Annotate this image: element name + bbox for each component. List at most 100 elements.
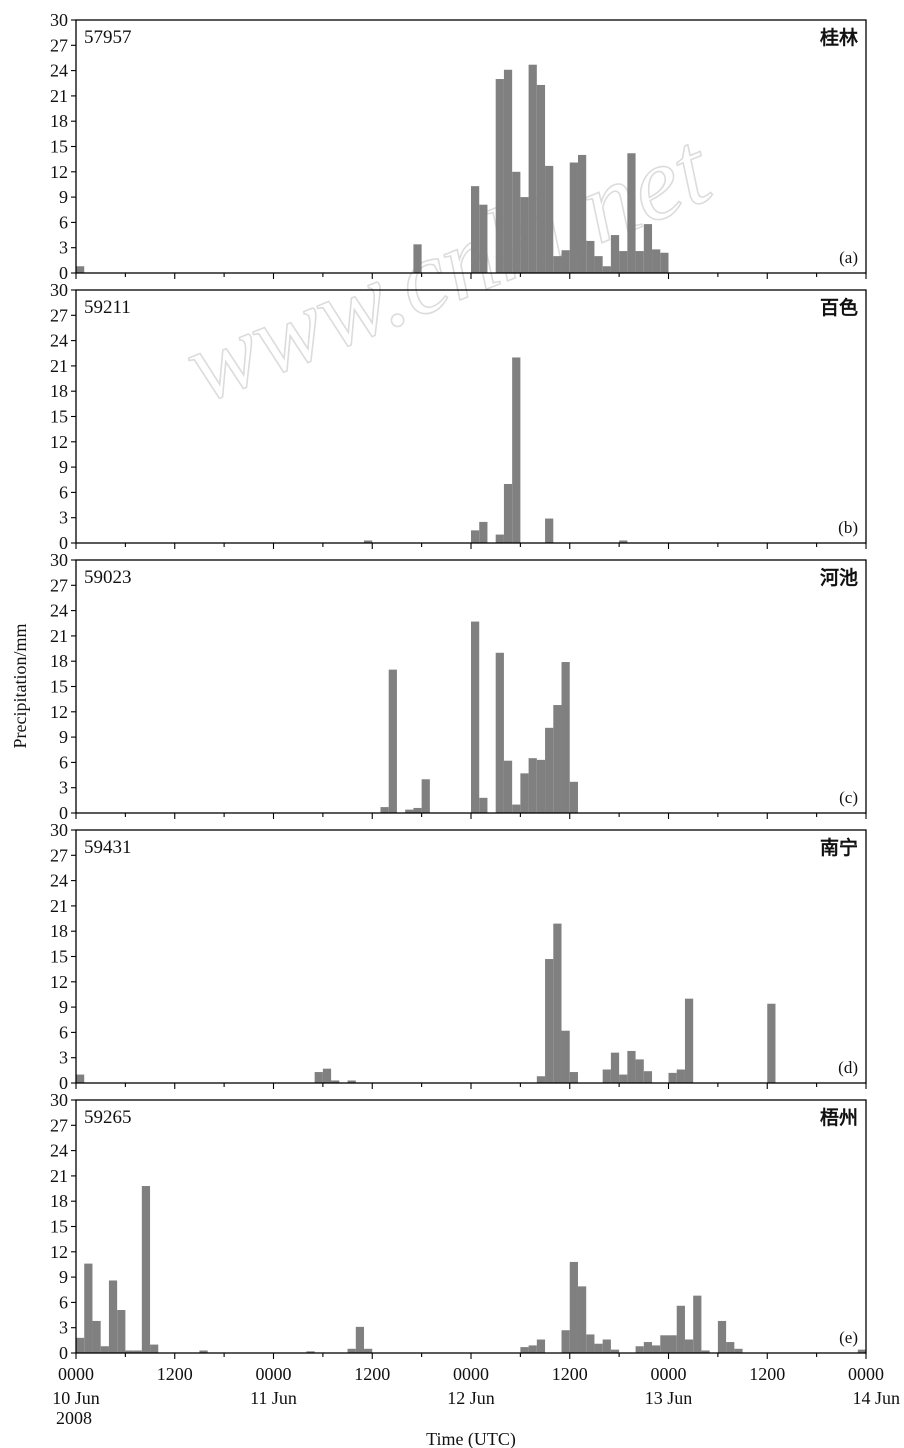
bar <box>388 669 397 813</box>
bar <box>684 998 694 1083</box>
bar <box>413 244 422 273</box>
bar <box>84 1263 93 1353</box>
bar <box>92 1320 101 1353</box>
bar <box>619 540 628 543</box>
bar <box>569 1072 578 1083</box>
bar <box>635 251 644 273</box>
bar <box>199 1350 208 1353</box>
y-tick-label: 3 <box>59 1318 68 1338</box>
panel-b: 0 3 6 9 12 15 18 21 24 27 30 59211 百色 (b) <box>50 280 867 553</box>
bar <box>643 224 653 273</box>
bar <box>561 250 570 273</box>
station-id: 59265 <box>84 1107 132 1128</box>
bar <box>536 1339 546 1353</box>
bar <box>627 153 636 273</box>
bar <box>561 1030 570 1083</box>
y-tick-label: 15 <box>50 407 68 427</box>
y-tick-label: 0 <box>59 1343 68 1363</box>
x-date-label: 10 Jun <box>52 1388 100 1408</box>
bar <box>503 760 513 813</box>
y-tick-label: 6 <box>59 1022 68 1042</box>
bar <box>108 1280 118 1353</box>
y-tick-label: 21 <box>50 86 68 106</box>
y-tick-label: 9 <box>59 457 68 477</box>
x-tick-label: 1200 <box>749 1364 785 1384</box>
bar <box>413 807 422 813</box>
panel-e: 0 3 6 9 12 15 18 21 24 27 30 59265 梧州 (e) <box>50 1090 867 1363</box>
bar <box>668 1335 677 1353</box>
station-name: 河池 <box>820 566 858 589</box>
bar <box>503 483 513 543</box>
bar <box>520 197 529 273</box>
bar <box>545 165 554 273</box>
y-tick-label: 15 <box>50 1217 68 1237</box>
bar <box>150 1344 159 1353</box>
bar <box>528 64 537 273</box>
x-tick-label: 0000 <box>58 1364 94 1384</box>
y-tick-label: 24 <box>50 61 68 81</box>
y-tick-label: 24 <box>50 871 68 891</box>
bar <box>569 1261 578 1353</box>
bar <box>322 1068 332 1083</box>
y-tick-label: 30 <box>50 280 68 300</box>
x-date-label: 12 Jun <box>447 1388 495 1408</box>
y-axis-title: Precipitation/mm <box>10 624 30 749</box>
bar <box>676 1305 685 1353</box>
bar <box>364 1348 373 1353</box>
panel-a: 0 3 6 9 12 15 18 21 24 27 30 57957 桂林 (a) <box>50 10 867 283</box>
bar <box>133 1350 142 1353</box>
station-name: 百色 <box>820 296 858 319</box>
bar <box>594 1343 603 1353</box>
bar <box>76 1074 85 1083</box>
x-tick-label: 0000 <box>256 1364 292 1384</box>
bar <box>652 249 661 273</box>
station-id: 59023 <box>84 567 132 588</box>
y-tick-label: 18 <box>50 921 68 941</box>
y-tick-label: 12 <box>50 972 68 992</box>
y-tick-label: 27 <box>50 575 68 595</box>
x-tick-label: 1200 <box>354 1364 390 1384</box>
bar <box>602 266 611 273</box>
bar <box>577 1286 587 1353</box>
year-label: 2008 <box>56 1408 92 1428</box>
bar <box>619 1074 628 1083</box>
bar <box>610 235 620 273</box>
y-tick-label: 30 <box>50 550 68 570</box>
bar <box>536 1076 546 1083</box>
bar <box>528 758 537 813</box>
y-tick-label: 15 <box>50 677 68 697</box>
panel-letter: (a) <box>839 248 858 267</box>
bar <box>520 1347 529 1353</box>
y-tick-label: 6 <box>59 482 68 502</box>
y-tick-label: 3 <box>59 238 68 258</box>
bar <box>347 1348 356 1353</box>
bar <box>602 1339 611 1353</box>
bar <box>569 162 578 273</box>
bar <box>479 204 488 273</box>
bar <box>553 923 562 1083</box>
y-tick-label: 18 <box>50 381 68 401</box>
x-tick-label: 1200 <box>552 1364 588 1384</box>
x-date-label: 14 Jun <box>852 1388 900 1408</box>
bar <box>512 171 521 273</box>
y-tick-label: 12 <box>50 702 68 722</box>
bar <box>141 1186 151 1353</box>
bar <box>635 1059 644 1083</box>
panel-frame <box>75 829 867 1084</box>
panel-letter: (d) <box>838 1058 858 1077</box>
bar <box>610 1052 620 1083</box>
station-id: 57957 <box>84 27 132 48</box>
bar <box>767 1003 776 1083</box>
panel-letter: (e) <box>839 1328 858 1347</box>
bar <box>76 1337 85 1353</box>
y-tick-label: 27 <box>50 305 68 325</box>
bar <box>479 797 488 813</box>
bar <box>380 807 389 813</box>
bar <box>536 84 546 273</box>
bar <box>331 1080 340 1083</box>
bar <box>652 1345 661 1353</box>
y-tick-label: 30 <box>50 1090 68 1110</box>
bar <box>471 186 480 273</box>
bar <box>701 1350 710 1353</box>
bar <box>660 252 669 273</box>
